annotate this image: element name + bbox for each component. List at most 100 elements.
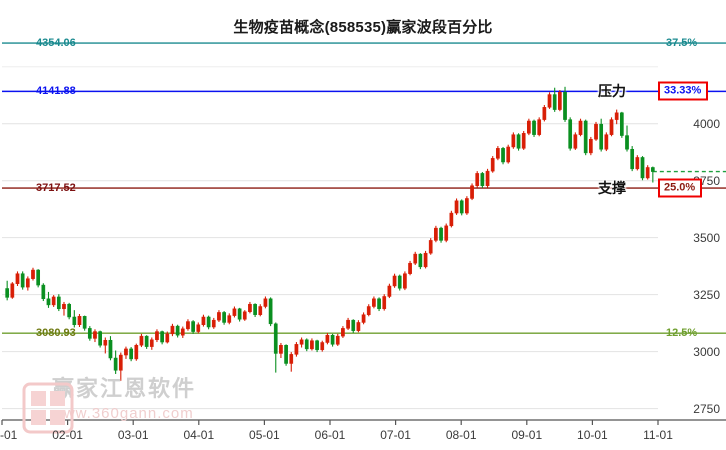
x-axis-tick-label: 05-01 [249,428,280,442]
candle [165,331,170,344]
candle-body [511,134,516,148]
candle-body [588,138,593,154]
x-axis-tick-label: 11-01 [643,428,673,442]
candle-body [253,303,257,315]
candle-body [434,227,438,241]
y-axis-tick-label: 2750 [693,401,720,416]
candle-body [604,134,609,150]
candle [211,317,216,329]
y-axis-tick-label: 3000 [693,344,720,359]
level-tag-resistance: 压力 [598,83,626,100]
y-axis-tick-label: 3250 [693,287,720,302]
candle [635,155,640,171]
candle-body [413,253,418,264]
candle [304,338,309,352]
candle-body [129,348,133,360]
candle [428,238,433,255]
candle [5,280,10,301]
candle-body [459,200,464,214]
candle [408,260,412,276]
candle-body [118,354,123,371]
candle-body [465,198,469,214]
candle-body [5,288,10,298]
candle-body [372,298,376,307]
candle-body [356,322,361,331]
candle-body [428,240,433,254]
candle [645,165,650,180]
candle-body [299,339,304,345]
candle [144,335,149,349]
candle-body [449,212,454,227]
candle [532,119,536,137]
candle [573,132,578,150]
candle [72,310,77,328]
candle-body [341,328,345,337]
candle [134,343,139,361]
candle [625,125,629,152]
candle-body [532,120,536,135]
candle [537,117,542,137]
candle [413,251,418,266]
candle [485,168,490,188]
candle-body [382,296,387,310]
candle [201,314,206,327]
candle [222,311,226,325]
y-axis-tick-label: 3500 [693,230,720,245]
candle [578,118,583,137]
candle [67,302,72,320]
candle-body [640,157,645,179]
candle-body [20,273,25,288]
candle [51,295,56,307]
candle-body [315,340,319,351]
candle [511,132,516,149]
x-axis-tick-label: 02-01 [52,428,83,442]
candle-body [67,303,72,318]
candle [10,282,15,299]
candle-body [521,133,526,149]
candle [490,156,495,173]
candle-body [361,314,366,323]
candle-body [330,334,335,345]
candle [501,146,505,165]
candle [77,314,82,328]
candle-body [93,331,97,339]
candle [186,319,190,331]
candle-body [506,146,511,163]
candle [175,324,180,338]
candle-body [98,331,102,346]
candle-body [480,173,485,186]
candle [273,322,278,373]
candle [614,109,619,125]
candle-body [325,334,330,343]
candle [155,329,159,343]
candle [289,352,294,372]
candle [563,86,567,122]
candle [310,338,314,351]
candle-body [304,339,309,350]
level-value-percent-low: 3080.93 [36,327,76,340]
candle [98,330,102,348]
candle [516,133,521,151]
candle-body [149,339,154,347]
candle-body [439,227,443,241]
candle-body [578,120,583,135]
candle-body [320,342,325,351]
level-lines [2,42,726,334]
candle-body [237,308,242,320]
candle-body [263,298,268,307]
candle [423,250,428,269]
candle [552,87,557,112]
candle [366,304,371,317]
candle-body [635,157,640,170]
y-axis-tick-label: 4000 [693,116,720,131]
candle [237,307,242,322]
candle [465,196,469,215]
candle [62,301,66,316]
candle-body [335,335,340,345]
candle-body [139,335,144,346]
candle-body [573,134,578,149]
x-axis-tick-label: 01-01 [0,428,18,442]
candle-body [490,158,495,172]
